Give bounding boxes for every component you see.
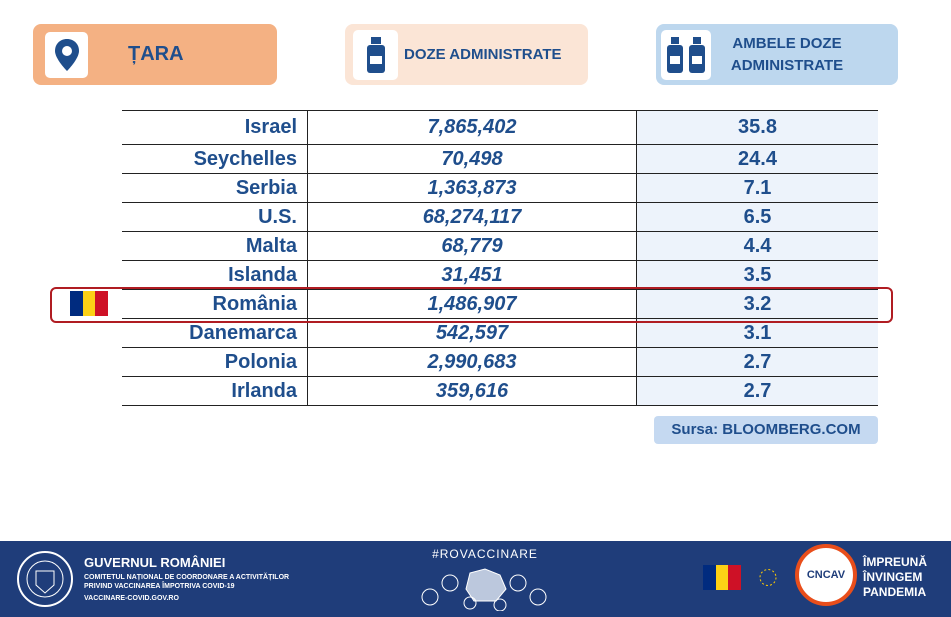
table-row: Polonia 2,990,683 2.7 — [122, 347, 878, 377]
doses: 1,486,907 — [307, 289, 637, 319]
country: Seychelles — [122, 144, 308, 174]
doses: 70,498 — [307, 144, 637, 174]
header-both: AMBELE DOZE ADMINISTRATE — [656, 24, 898, 85]
country: Malta — [122, 231, 308, 261]
doses: 68,779 — [307, 231, 637, 261]
icons — [421, 568, 547, 611]
both-doses: 3.1 — [636, 318, 878, 348]
header-text: AMBELE DOZE ADMINISTRATE — [730, 34, 844, 74]
highlight — [50, 287, 893, 323]
header-doses: DOZE ADMINISTRATE — [345, 24, 588, 85]
country: Israel — [122, 110, 308, 145]
doses: 359,616 — [307, 376, 637, 406]
header-country: ȚARA — [33, 24, 277, 85]
both-doses: 4.4 — [636, 231, 878, 261]
site: VACCINARE-COVID.GOV.RO — [84, 595, 179, 602]
country: România — [122, 289, 308, 319]
country: Irlanda — [122, 376, 308, 406]
both-doses: 6.5 — [636, 202, 878, 232]
flag — [703, 565, 742, 590]
header-text: ȚARA — [128, 43, 184, 65]
header-text: DOZE ADMINISTRATE — [404, 46, 562, 63]
flag — [70, 291, 109, 316]
pin-icon — [45, 31, 88, 78]
country: Serbia — [122, 173, 308, 203]
table-row: România 1,486,907 3.2 — [122, 289, 878, 319]
table-row: Israel 7,865,402 35.8 — [122, 110, 878, 145]
both-doses: 35.8 — [636, 110, 878, 145]
doses: 31,451 — [307, 260, 637, 290]
table: Israel 7,865,402 35.8 Seychelles 70,498 24.4 S… — [122, 110, 878, 406]
gov-name: GUVERNUL ROMÂNIEI — [84, 555, 226, 570]
doses: 1,363,873 — [307, 173, 637, 203]
vials — [667, 36, 705, 73]
pin — [54, 38, 79, 71]
table-row: Islanda 31,451 3.5 — [122, 260, 878, 290]
table-row: Serbia 1,363,873 7.1 — [122, 173, 878, 203]
doses: 542,597 — [307, 318, 637, 348]
eu-flag — [754, 565, 782, 590]
hashtag: #ROVACCINARE — [432, 547, 538, 561]
country: Polonia — [122, 347, 308, 377]
cncav-logo: CNCAV — [795, 544, 857, 606]
table-row: Irlanda 359,616 2.7 — [122, 376, 878, 406]
committee: COMITETUL NAȚIONAL DE COORDONARE A ACTIV… — [84, 574, 290, 590]
table-row: U.S. 68,274,117 6.5 — [122, 202, 878, 232]
slogan: ÎMPREUNĂ ÎNVINGEM PANDEMIA — [863, 555, 928, 599]
both-doses: 2.7 — [636, 376, 878, 406]
country: Islanda — [122, 260, 308, 290]
table-row: Malta 68,779 4.4 — [122, 231, 878, 261]
both-doses: 3.5 — [636, 260, 878, 290]
footer: GUVERNUL ROMÂNIEI COMITETUL NAȚIONAL DE … — [0, 541, 951, 617]
vials-icon — [661, 29, 711, 80]
gov-emblem — [17, 551, 73, 607]
country: U.S. — [122, 202, 308, 232]
doses: 2,990,683 — [307, 347, 637, 377]
source: Sursa: BLOOMBERG.COM — [654, 416, 878, 444]
table-row: Seychelles 70,498 24.4 — [122, 144, 878, 174]
both-doses: 2.7 — [636, 347, 878, 377]
table-row: Danemarca 542,597 3.1 — [122, 318, 878, 348]
vial — [366, 36, 385, 73]
both-doses: 24.4 — [636, 144, 878, 174]
doses: 68,274,117 — [307, 202, 637, 232]
doses: 7,865,402 — [307, 110, 637, 145]
vial-icon — [353, 29, 398, 80]
both-doses: 7.1 — [636, 173, 878, 203]
